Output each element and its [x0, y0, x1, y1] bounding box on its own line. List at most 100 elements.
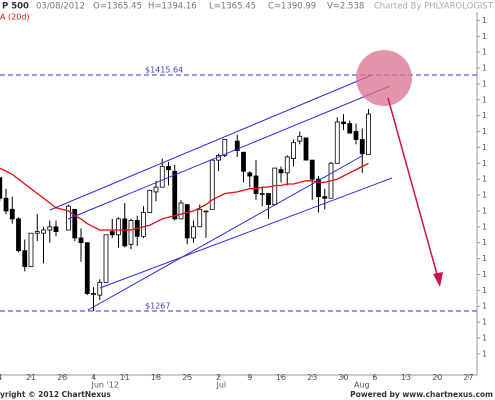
y-tick-label: 1: [482, 95, 487, 104]
candle-up: [366, 113, 371, 156]
ma-line: [0, 162, 369, 231]
candle-up: [259, 193, 265, 195]
candle-up: [41, 229, 46, 234]
header-high: H=1394.16: [148, 2, 197, 12]
x-tick-label: 23: [307, 373, 317, 382]
x-tick-label: 16: [276, 373, 286, 382]
y-tick-label: 1: [482, 206, 487, 215]
candle-up: [209, 159, 215, 210]
candle-down: [122, 218, 128, 247]
candle-down: [347, 123, 353, 134]
candle-up: [291, 142, 296, 159]
candle-up: [159, 166, 165, 188]
header-open: O=1365.45: [93, 2, 142, 12]
month-label: Jun '12: [91, 381, 119, 390]
candle-down: [184, 204, 190, 239]
x-tick-label: 28: [57, 373, 67, 382]
channel-line: [67, 85, 391, 220]
y-tick-label: 1: [482, 64, 487, 73]
month-label: Aug: [354, 381, 370, 390]
x-tick-label: 6: [372, 373, 377, 382]
x-tick-label: 25: [182, 373, 192, 382]
candle-up: [334, 121, 340, 164]
header-close: C=1390.99: [268, 2, 316, 12]
x-tick-label: 9: [247, 373, 252, 382]
y-tick-label: 1: [482, 16, 487, 25]
candle-down: [72, 208, 78, 239]
x-tick-label: 2: [216, 373, 221, 382]
candle-up: [178, 202, 184, 220]
candle-up: [34, 231, 40, 234]
candle-up: [197, 208, 203, 228]
y-tick-label: 1: [482, 143, 487, 152]
target-circle: [356, 50, 412, 106]
y-tick-label: 1: [482, 286, 487, 295]
candle-up: [147, 189, 153, 213]
header-low: L=1365.45: [209, 2, 256, 12]
y-tick-label: 1: [482, 254, 487, 263]
candle-down: [278, 169, 284, 174]
candle-down: [241, 151, 246, 172]
candle-up: [47, 226, 53, 231]
candle-up: [203, 210, 209, 213]
candle-down: [109, 231, 115, 236]
x-tick-label: 20: [432, 373, 442, 382]
header-date: 03/08/2012: [36, 2, 85, 12]
candle-up: [297, 135, 303, 142]
x-tick-label: 21: [26, 373, 36, 382]
ma-legend: A (20d): [0, 13, 30, 22]
candle-down: [16, 218, 21, 252]
x-tick-label: 4: [0, 373, 2, 382]
candle-down: [309, 159, 315, 180]
month-label: Jul: [216, 381, 227, 390]
x-tick-label: 18: [151, 373, 161, 382]
y-tick-label: 1: [482, 175, 487, 184]
candle-down: [9, 208, 15, 220]
candle-down: [253, 175, 259, 194]
candle-down: [341, 121, 346, 125]
candle-up: [28, 232, 34, 267]
candle-up: [97, 282, 103, 296]
arrow: [387, 97, 439, 279]
candle-down: [234, 140, 240, 152]
candle-down: [266, 193, 271, 205]
candle-down: [353, 131, 359, 140]
chart-title: P 500: [2, 2, 29, 12]
y-tick-label: 1: [482, 127, 487, 136]
y-tick-label: 1: [482, 79, 487, 88]
candle-down: [22, 250, 28, 267]
candle-down: [316, 178, 321, 198]
candle-up: [222, 139, 228, 156]
x-tick-label: 4: [91, 373, 96, 382]
candle-down: [84, 242, 90, 294]
footer-right: Powered by www.chartnexus.com: [350, 390, 493, 399]
x-tick-label: 30: [338, 373, 348, 382]
candle-up: [116, 218, 121, 236]
y-tick-label: 1: [482, 302, 487, 311]
footer-left: yright © 2012 ChartNexus: [0, 390, 111, 399]
candle-up: [191, 226, 196, 239]
candle-up: [153, 186, 159, 193]
header-credit: Charted By PHLYAROLOGIST: [374, 2, 494, 12]
candle-down: [322, 196, 328, 199]
channel-line: [87, 155, 363, 311]
y-tick-label: 1: [482, 222, 487, 231]
candle-up: [284, 156, 290, 174]
y-tick-label: 1: [482, 318, 487, 327]
candle-up: [141, 212, 146, 237]
candle-down: [3, 197, 9, 212]
y-tick-label: 1: [482, 238, 487, 247]
candle-up: [128, 220, 134, 245]
header-volume: V=2.538: [327, 2, 364, 12]
y-tick-label: 1: [482, 32, 487, 41]
y-tick-label: 1: [482, 270, 487, 279]
candle-up: [103, 234, 109, 283]
x-tick-label: 13: [401, 373, 411, 382]
channel-line: [99, 177, 393, 289]
y-tick-label: 1: [482, 333, 487, 342]
candle-down: [303, 137, 309, 161]
candle-down: [166, 166, 171, 171]
candle-down: [172, 170, 178, 220]
